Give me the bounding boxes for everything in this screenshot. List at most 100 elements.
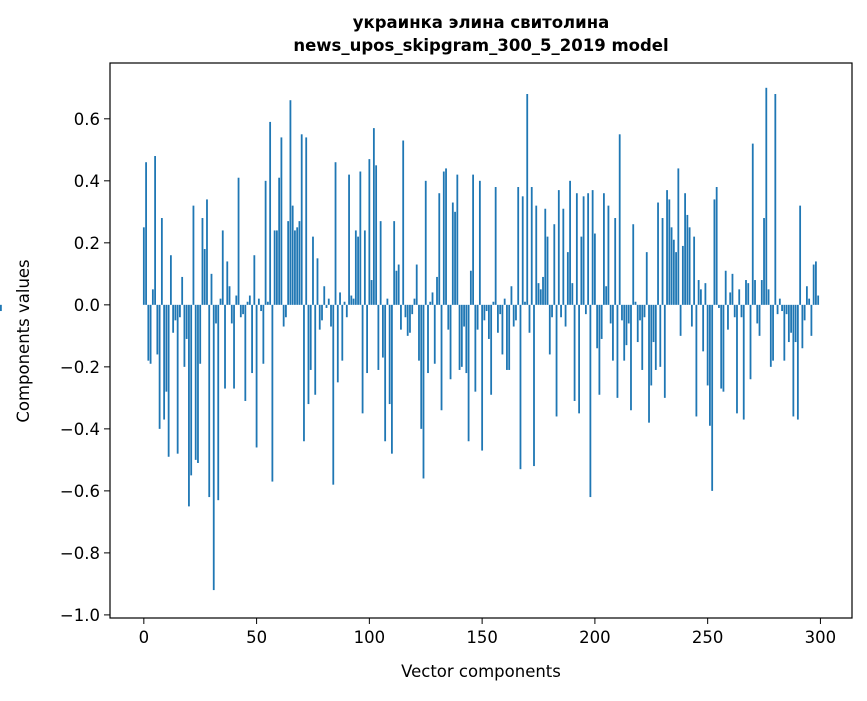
bar-component-10 [165, 304, 168, 392]
plot-frame [109, 62, 853, 619]
bar-component-168 [521, 196, 524, 305]
bar-component-258 [724, 270, 727, 305]
bar-component-275 [763, 218, 765, 305]
bar-component-77 [316, 258, 319, 305]
bar-component-67 [294, 230, 296, 305]
bar-component-257 [722, 304, 725, 392]
bar-component-64 [287, 221, 290, 305]
bar-component-66 [291, 205, 294, 305]
bar-component-19 [185, 304, 188, 339]
bar-component-155 [492, 301, 495, 305]
bar-component-225 [650, 304, 653, 386]
bar-component-226 [652, 304, 655, 343]
bar-component-243 [690, 304, 693, 327]
bar-component-159 [501, 304, 504, 355]
bar-component-33 [217, 304, 220, 501]
bar-component-190 [571, 283, 574, 305]
bar-component-196 [584, 304, 587, 315]
bar-component-75 [312, 236, 314, 305]
bar-component-245 [695, 304, 698, 417]
bar-component-141 [460, 304, 463, 367]
bar-component-209 [614, 218, 617, 305]
bar-component-126 [427, 304, 429, 374]
bar-component-127 [429, 301, 432, 305]
bar-component-161 [506, 304, 508, 370]
chart-title: украинка элина свитолина [353, 13, 610, 32]
bar-component-111 [393, 221, 396, 305]
bar-component-253 [713, 199, 716, 305]
bar-component-147 [474, 304, 477, 392]
x-tick-label: 250 [692, 628, 724, 647]
bar-component-206 [607, 205, 610, 305]
bars-layer [0, 87, 820, 591]
bar-component-95 [357, 236, 359, 305]
bar-component-26 [201, 218, 204, 305]
bar-component-107 [384, 304, 387, 442]
bar-component-175 [537, 283, 540, 305]
bar-component-256 [720, 304, 723, 389]
bar-component-123 [420, 304, 423, 429]
bar-component-53 [262, 304, 265, 364]
chart-subtitle: news_upos_skipgram_300_5_2019 model [293, 36, 668, 55]
bar-component-166 [517, 187, 520, 305]
bar-component-199 [591, 190, 594, 305]
bar-component-134 [445, 168, 447, 305]
bar-component-35 [221, 230, 224, 305]
bar-component-170 [526, 94, 529, 305]
bar-component-140 [458, 304, 461, 370]
bar-component-130 [436, 276, 438, 305]
y-axis-ticks: −1.0 −0.8 −0.6 −0.4 −0.2 0.0 0.2 0.4 0.6 [60, 110, 110, 625]
bar-component-230 [661, 218, 664, 305]
bar-component-183 [555, 304, 558, 417]
bar-component-150 [481, 304, 484, 451]
bar-component-122 [418, 304, 420, 361]
bar-component-21 [190, 304, 193, 476]
bar-component-219 [636, 304, 639, 343]
bar-component-137 [451, 202, 454, 305]
bar-component-129 [433, 304, 436, 364]
bar-component-236 [675, 252, 677, 305]
bar-component-220 [639, 304, 641, 321]
bar-component-84 [332, 304, 335, 485]
bar-component-109 [388, 304, 391, 405]
bar-component-110 [391, 304, 393, 454]
bar-component-287 [790, 304, 792, 333]
bar-component-262 [733, 304, 736, 318]
bar-component-117 [406, 304, 409, 336]
bar-component-11 [167, 304, 170, 457]
bar-component-152 [485, 304, 488, 312]
bar-component-7 [158, 304, 161, 429]
bar-component-194 [580, 236, 583, 305]
bar-component-120 [413, 298, 416, 305]
bar-component-267 [745, 280, 747, 305]
bar-component-60 [278, 177, 281, 305]
bar-component-101 [370, 280, 373, 305]
y-tick-label: −1.0 [60, 606, 100, 625]
bar-component-83 [330, 304, 332, 327]
bar-component-187 [564, 304, 567, 327]
bar-component-48 [251, 304, 253, 374]
bar-component-162 [508, 304, 511, 370]
bar-component-91 [348, 174, 350, 305]
bar-component-18 [183, 304, 186, 367]
bar-component-227 [654, 304, 657, 370]
bar-component-172 [530, 187, 533, 305]
bar-component-280 [774, 94, 777, 305]
bar-component-178 [544, 208, 547, 305]
bar-component-291 [799, 205, 802, 305]
bar-component-78 [318, 304, 321, 330]
bar-component-108 [386, 298, 389, 305]
bar-component-105 [379, 221, 382, 305]
bar-component-72 [305, 137, 308, 305]
bar-component-100 [368, 159, 371, 305]
bar-component-112 [395, 270, 398, 305]
bar-component-24 [197, 304, 199, 463]
bar-component-195 [582, 196, 585, 305]
bar-component-176 [539, 289, 542, 305]
bar-component-125 [424, 180, 427, 305]
bar-component-82 [327, 298, 330, 305]
bar-component-132 [440, 304, 443, 411]
bar-component-204 [603, 193, 605, 305]
bar-component-240 [684, 193, 686, 305]
